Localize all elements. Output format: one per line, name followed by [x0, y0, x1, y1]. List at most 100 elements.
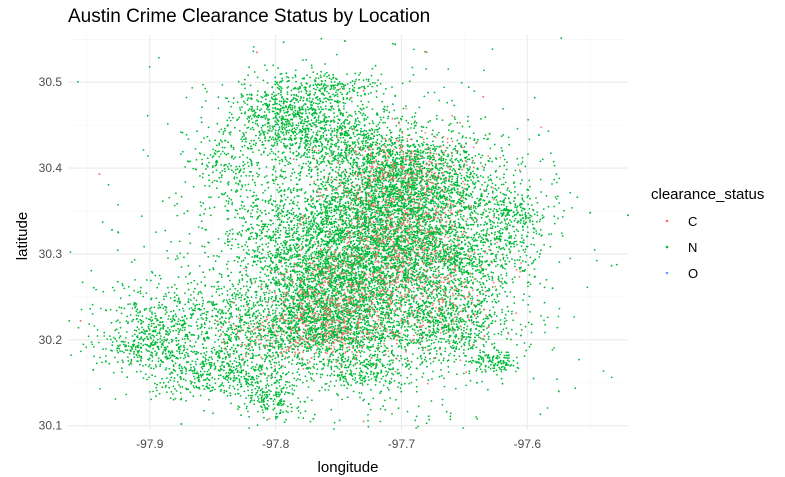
point-N [413, 188, 415, 191]
point-N [248, 253, 251, 256]
point-N [396, 354, 399, 357]
point-N [440, 216, 442, 219]
point-N [341, 229, 344, 232]
point-N [406, 187, 409, 190]
point-N [520, 162, 523, 165]
point-N [445, 213, 447, 216]
point-N [369, 267, 372, 270]
point-N [250, 323, 253, 325]
point-N [371, 332, 373, 334]
point-N [289, 304, 291, 307]
point-N [447, 153, 449, 156]
point-N [325, 164, 328, 167]
point-N [265, 291, 268, 294]
point-N [434, 297, 436, 300]
point-N [324, 260, 327, 263]
point-N [366, 303, 369, 306]
point-N [331, 215, 334, 218]
point-N [292, 286, 295, 288]
point-N [305, 245, 308, 248]
point-N [364, 233, 367, 235]
point-N [325, 222, 328, 225]
point-N [413, 121, 416, 124]
point-N [320, 155, 323, 158]
point-N [363, 343, 365, 346]
point-N [358, 243, 360, 246]
point-N [435, 226, 437, 229]
point-N [386, 308, 388, 311]
point-N [289, 263, 291, 266]
point-N [302, 234, 305, 237]
point-N [320, 216, 322, 219]
point-N [347, 200, 349, 203]
point-N [291, 384, 294, 386]
point-N [296, 287, 299, 290]
point-N [419, 240, 421, 243]
point-N [379, 214, 381, 217]
point-N [373, 278, 376, 281]
point-N [333, 225, 336, 228]
point-N [327, 363, 330, 365]
point-N [305, 238, 308, 241]
point-N [358, 309, 361, 312]
point-N [416, 211, 419, 214]
point-N [304, 267, 307, 269]
point-N [319, 157, 321, 160]
point-N [355, 214, 358, 216]
point-N [396, 220, 399, 223]
point-N [292, 213, 294, 216]
point-N [272, 239, 275, 242]
point-N [227, 309, 230, 312]
point-N [339, 205, 342, 208]
point-N [407, 325, 410, 328]
point-N [345, 320, 348, 323]
point-N [330, 344, 333, 347]
point-N [423, 221, 425, 223]
point-N [334, 248, 337, 251]
point-N [363, 240, 366, 243]
point-N [190, 307, 193, 309]
point-N [365, 259, 368, 262]
point-N [426, 238, 428, 241]
point-N [371, 230, 373, 233]
point-N [277, 279, 280, 281]
point-N [304, 300, 307, 303]
point-N [390, 188, 393, 191]
point-N [510, 242, 512, 245]
point-N [227, 244, 230, 247]
point-N [380, 188, 383, 191]
point-N [355, 288, 358, 291]
point-N [323, 200, 325, 203]
point-N [222, 338, 225, 341]
point-N [380, 255, 383, 258]
point-N [393, 312, 396, 315]
point-N [358, 257, 361, 260]
point-N [330, 206, 333, 209]
point-N [417, 153, 420, 156]
point-N [331, 180, 334, 183]
point-N [336, 290, 339, 292]
point-N [351, 226, 353, 229]
point-N [329, 235, 332, 238]
point-N [377, 195, 380, 198]
point-N [410, 193, 413, 196]
point-N [396, 260, 399, 263]
point-N [290, 332, 293, 335]
point-N [386, 161, 388, 164]
point-N [424, 235, 427, 237]
point-N [444, 199, 447, 202]
point-N [374, 259, 377, 261]
point-N [449, 235, 452, 238]
point-N [355, 351, 358, 353]
point-N [293, 202, 295, 205]
point-N [411, 278, 414, 281]
point-N [510, 191, 512, 194]
point-N [472, 236, 475, 239]
point-N [409, 220, 411, 223]
point-N [313, 182, 316, 185]
point-N [292, 168, 294, 171]
point-N [352, 244, 354, 247]
point-N [244, 265, 247, 268]
point-N [236, 290, 239, 292]
point-N [450, 259, 452, 261]
